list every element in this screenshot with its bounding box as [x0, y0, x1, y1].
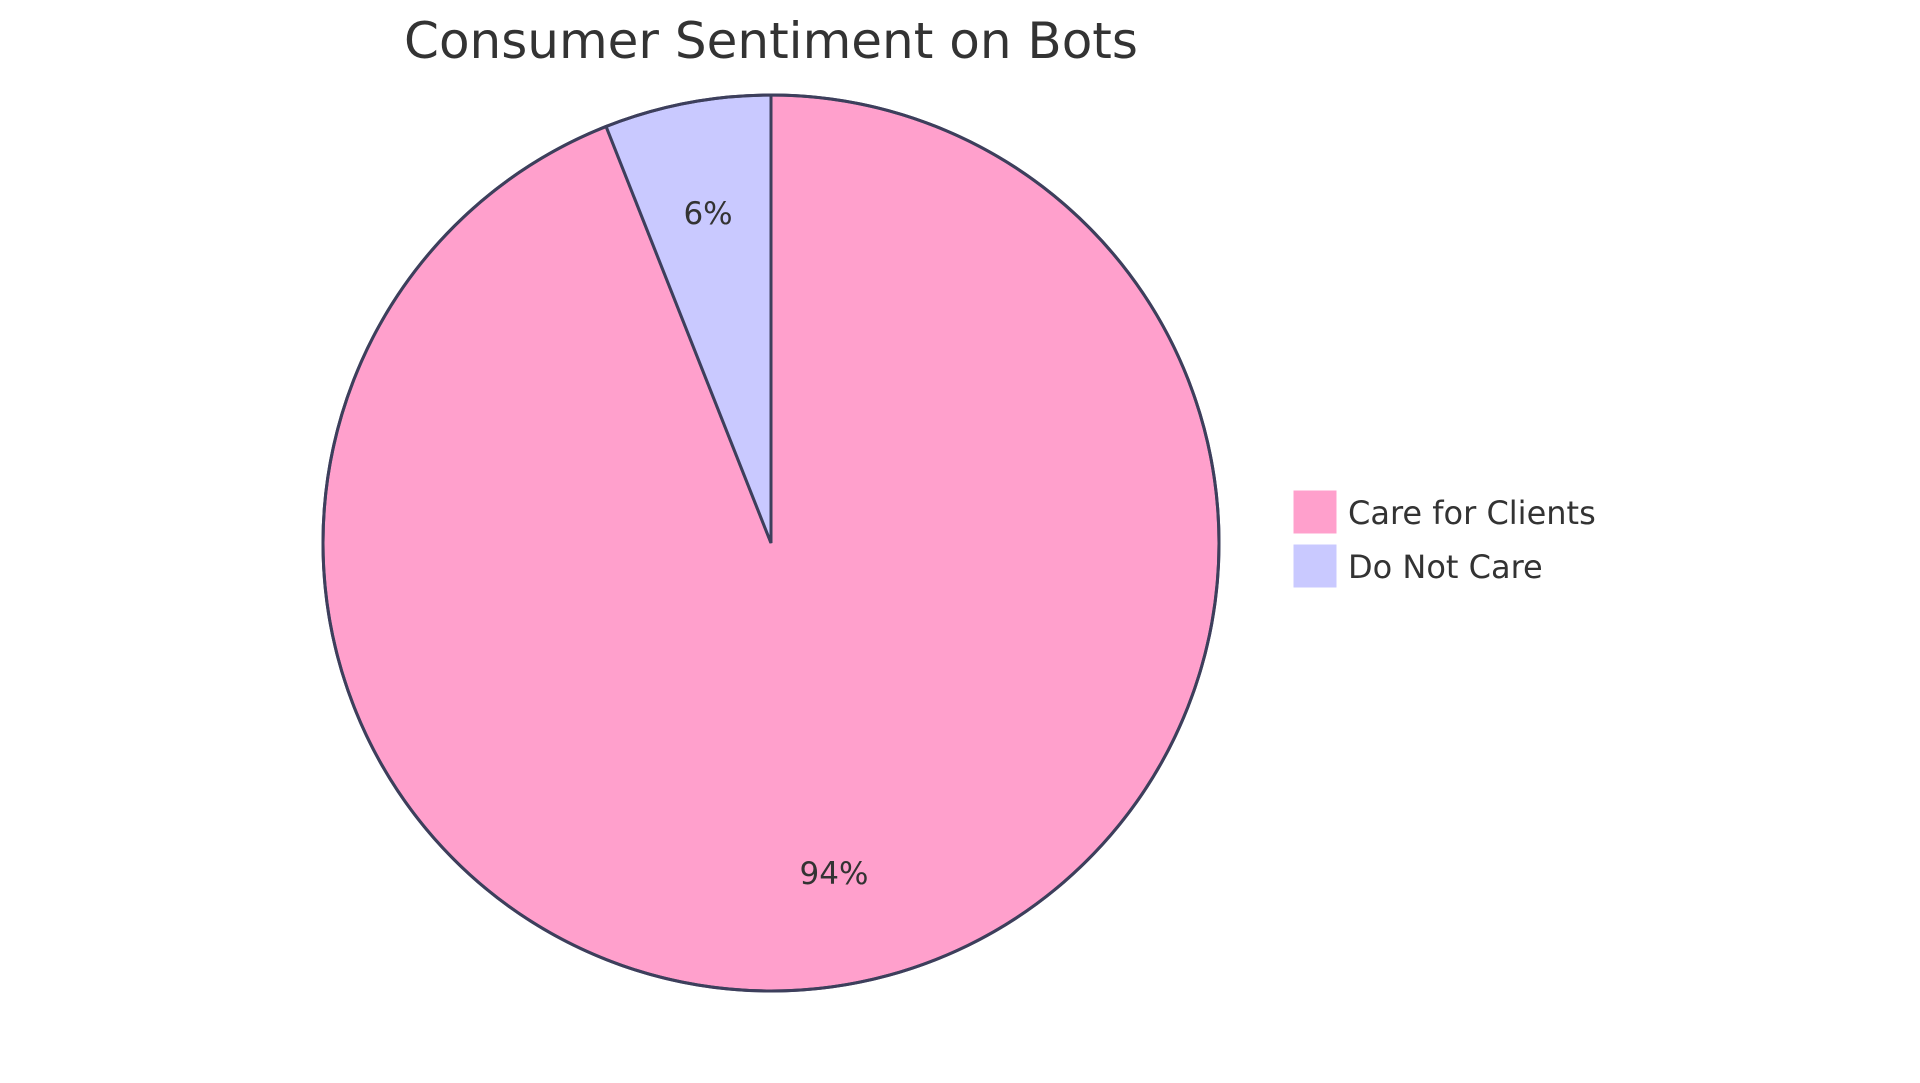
- legend-label-do-not-care: Do Not Care: [1348, 548, 1543, 586]
- legend-item-care-for-clients: Care for Clients: [1292, 489, 1596, 535]
- slice-label-care-for-clients: 94%: [800, 856, 869, 892]
- pie-slices: [321, 93, 1221, 993]
- pie-slice-labels: 94% 6%: [683, 196, 868, 892]
- pie-outline: [321, 93, 1221, 993]
- legend-swatch-do-not-care: [1292, 543, 1338, 589]
- legend-item-do-not-care: Do Not Care: [1292, 543, 1543, 589]
- slice-label-do-not-care: 6%: [683, 196, 732, 232]
- legend: Care for Clients Do Not Care: [1292, 489, 1596, 589]
- legend-label-care-for-clients: Care for Clients: [1348, 494, 1596, 532]
- chart-title: Consumer Sentiment on Bots: [404, 12, 1138, 70]
- legend-swatch-care-for-clients: [1292, 489, 1338, 535]
